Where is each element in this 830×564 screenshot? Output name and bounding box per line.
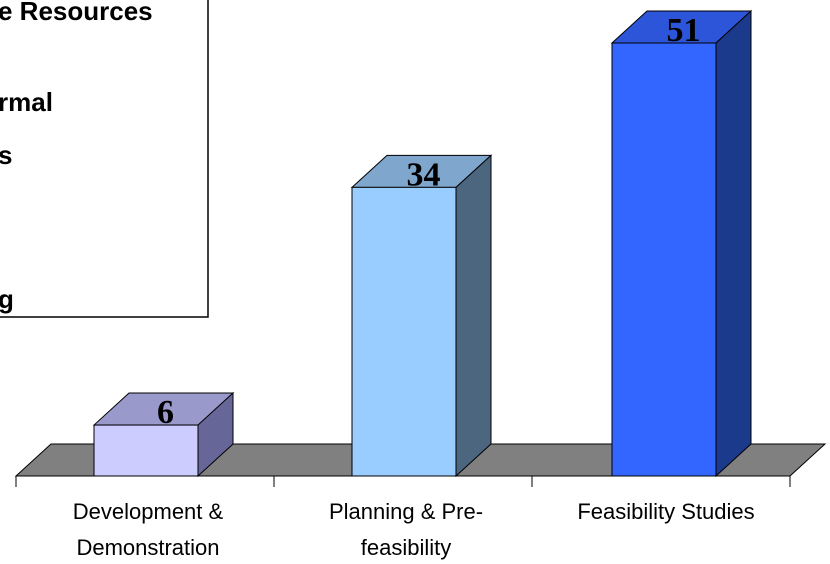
bar xyxy=(351,186,457,477)
bar-side xyxy=(455,154,492,478)
legend-text-line: s xyxy=(0,140,12,170)
x-tick-label: Planning & Pre- xyxy=(329,499,483,524)
x-tick-label: Demonstration xyxy=(76,535,219,560)
legend-text-line: e Resources xyxy=(0,0,153,26)
legend-text-line: rmal xyxy=(0,87,53,117)
bar xyxy=(93,424,199,477)
legend: e Resources rmal s g xyxy=(0,0,209,318)
plot-area: 6 Development & Demonstration 34 Planning & … xyxy=(14,9,827,560)
legend-box xyxy=(0,0,209,318)
data-label: 51 xyxy=(667,12,701,49)
x-tick-label: Feasibility Studies xyxy=(577,499,754,524)
legend-text-line: g xyxy=(0,284,14,314)
x-tick-label: feasibility xyxy=(361,535,451,560)
bar xyxy=(611,42,717,477)
bar-side xyxy=(715,9,752,478)
data-label: 6 xyxy=(157,394,174,431)
data-label: 34 xyxy=(407,156,441,193)
x-tick-label: Development & xyxy=(73,499,224,524)
